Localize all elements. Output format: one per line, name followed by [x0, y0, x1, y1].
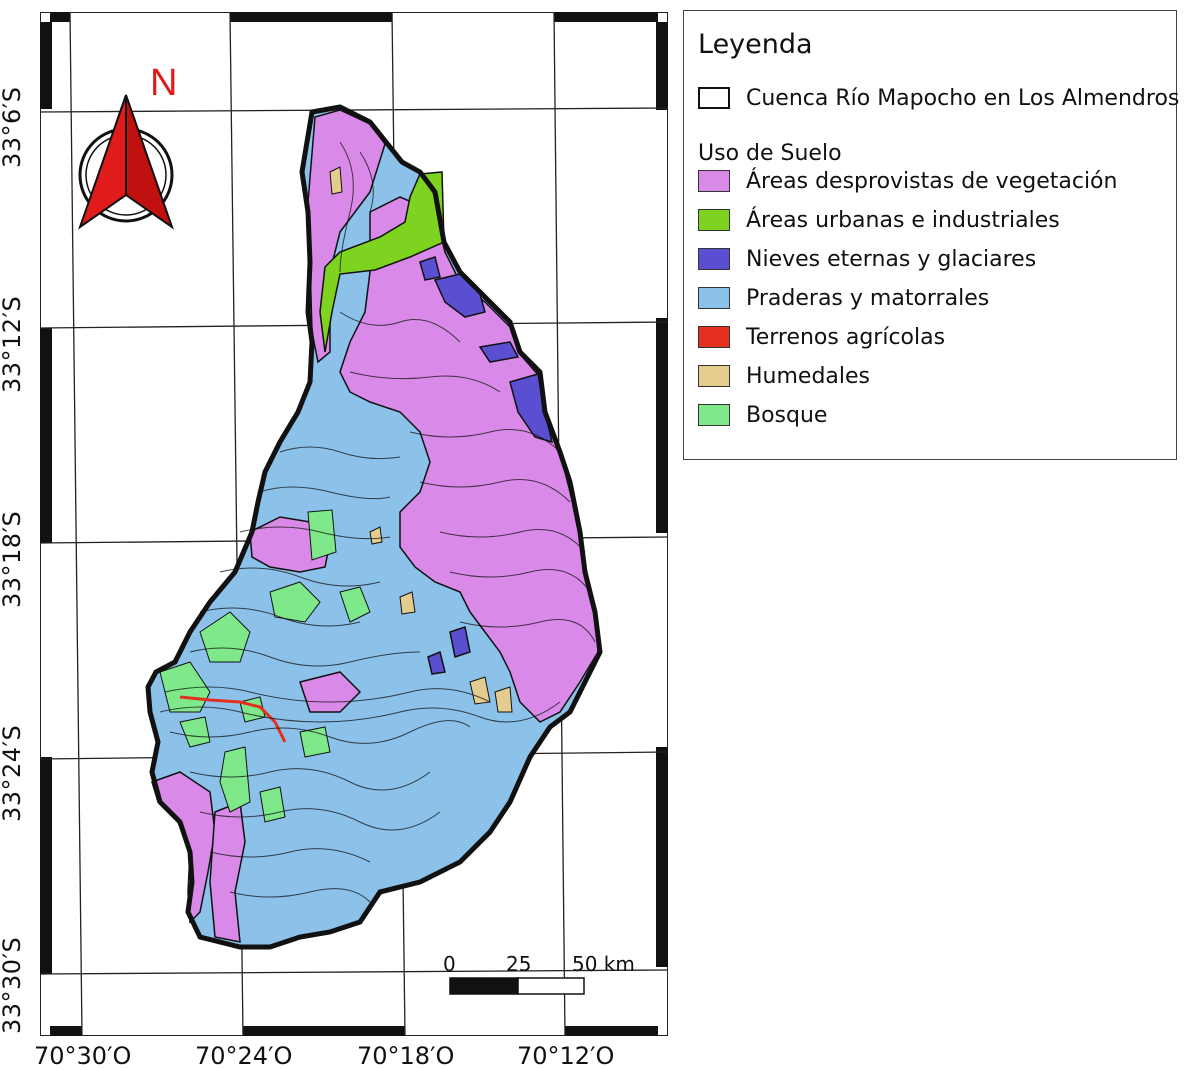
- legend-row-class-5: Humedales: [698, 361, 870, 391]
- legend-subtitle: Uso de Suelo: [698, 141, 842, 166]
- scale-label-25: 25: [506, 952, 532, 976]
- lon-label-70-30: 70°30′O: [34, 1042, 132, 1070]
- scale-label-0: 0: [443, 952, 456, 976]
- class-humedales: [329, 166, 513, 713]
- legend-row-class-6: Bosque: [698, 400, 827, 430]
- scale-bar: [449, 977, 585, 995]
- class-nieves-glaciares: [419, 256, 554, 675]
- legend-swatch-boundary: [698, 87, 730, 109]
- legend-swatch-class-2: [698, 248, 730, 270]
- lon-label-70-12: 70°12′O: [517, 1042, 615, 1070]
- legend-swatch-class-0: [698, 170, 730, 192]
- legend-row-class-2: Nieves eternas y glaciares: [698, 244, 1036, 274]
- lat-label-33-30: 33°30′S: [0, 936, 26, 1034]
- lon-label-70-18: 70°18′O: [357, 1042, 455, 1070]
- lat-label-33-24: 33°24′S: [0, 724, 26, 822]
- north-letter: N: [150, 62, 178, 104]
- legend-label-class-3: Praderas y matorrales: [746, 285, 990, 311]
- contour-texture: [159, 141, 596, 903]
- class-terrenos-agricolas: [179, 695, 287, 743]
- legend: Leyenda Cuenca Río Mapocho en Los Almend…: [683, 10, 1179, 460]
- legend-label-class-5: Humedales: [746, 363, 871, 389]
- legend-row-class-4: Terrenos agrícolas: [698, 322, 945, 352]
- lat-label-33-6: 33°6′S: [0, 86, 26, 169]
- legend-row-class-1: Áreas urbanas e industriales: [698, 205, 1060, 235]
- legend-label-class-1: Áreas urbanas e industriales: [746, 207, 1060, 233]
- legend-swatch-class-4: [698, 326, 730, 348]
- lat-label-33-18: 33°18′S: [0, 510, 26, 608]
- basin-boundary: [145, 104, 603, 950]
- legend-label-class-2: Nieves eternas y glaciares: [746, 246, 1037, 272]
- scale-label-50: 50 km: [572, 952, 635, 976]
- legend-swatch-class-6: [698, 404, 730, 426]
- legend-title: Leyenda: [698, 29, 813, 60]
- frame-ticks: [40, 12, 668, 1036]
- class-areas-urbanas: [319, 171, 445, 353]
- lat-label-33-12: 33°12′S: [0, 295, 26, 393]
- land-use-map: [40, 12, 668, 1036]
- legend-swatch-class-1: [698, 209, 730, 231]
- lon-label-70-24: 70°24′O: [195, 1042, 293, 1070]
- legend-label-class-0: Áreas desprovistas de vegetación: [746, 168, 1118, 194]
- legend-swatch-class-5: [698, 365, 730, 387]
- legend-label-class-6: Bosque: [746, 402, 828, 428]
- legend-row-class-0: Áreas desprovistas de vegetación: [698, 166, 1117, 196]
- class-bosque: [159, 509, 371, 823]
- north-arrow-icon: [78, 94, 174, 230]
- map-frame: N 0 25 50 km: [40, 12, 668, 1036]
- legend-swatch-class-3: [698, 287, 730, 309]
- legend-label-class-4: Terrenos agrícolas: [746, 324, 946, 350]
- legend-label-boundary: Cuenca Río Mapocho en Los Almendros: [746, 85, 1180, 111]
- legend-row-boundary: Cuenca Río Mapocho en Los Almendros: [698, 83, 1179, 113]
- legend-row-class-3: Praderas y matorrales: [698, 283, 989, 313]
